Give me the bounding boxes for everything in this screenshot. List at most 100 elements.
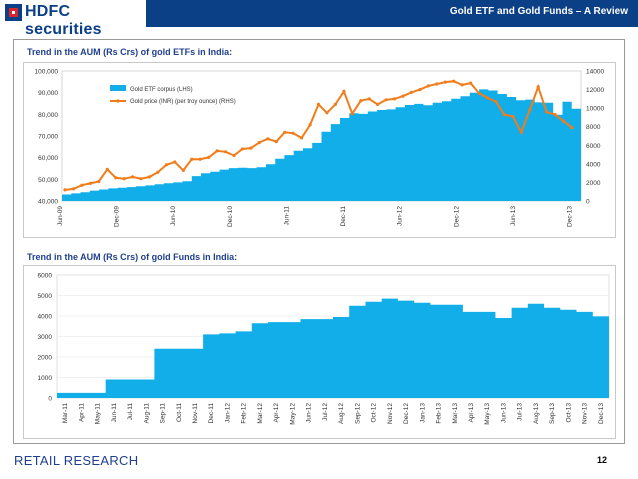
y-right-tick-label: 8000 — [586, 124, 601, 131]
x-tick-label: Jul-12 — [322, 403, 329, 421]
gold-price-point — [443, 80, 447, 84]
gold-price-point — [283, 130, 287, 134]
x-tick-label: Jun-12 — [397, 206, 404, 226]
y-right-tick-label: 0 — [586, 199, 590, 206]
x-tick-label: Mar-13 — [452, 403, 459, 424]
x-tick-label: Mar-12 — [257, 403, 264, 424]
gold-price-point — [164, 163, 168, 167]
hdfc-square-icon — [5, 4, 22, 21]
gold-price-point — [342, 89, 346, 93]
gold-price-point — [528, 108, 532, 112]
y-left-tick-label: 40,000 — [38, 199, 58, 206]
x-tick-label: Aug-11 — [143, 403, 150, 424]
x-tick-label: Jun-12 — [306, 403, 313, 423]
gold-price-point — [139, 177, 143, 181]
funds-aum-chart: 0 1000 2000 3000 4000 5000 6000 Mar-11 Apr-11 May… — [38, 273, 610, 425]
legend-swatch-corpus — [110, 85, 126, 91]
x-tick-label: Sep-11 — [160, 403, 167, 424]
gold-price-point — [359, 99, 363, 103]
x-tick-label: Oct-13 — [565, 403, 572, 423]
x-tick-label: Jan-12 — [224, 403, 231, 423]
y-right-tick-label: 10000 — [586, 106, 604, 113]
y-right-tick-label: 2000 — [586, 180, 601, 187]
gold-price-point — [190, 157, 194, 161]
gold-price-point — [249, 146, 253, 150]
gold-price-point — [570, 126, 574, 130]
y-left-tick-label: 50,000 — [38, 177, 58, 184]
x-tick-label: Jun-10 — [170, 206, 177, 226]
gold-price-point — [105, 167, 109, 171]
x-tick-label: Jan-13 — [419, 403, 426, 423]
y-tick-label: 6000 — [38, 273, 53, 280]
gold-price-point — [367, 97, 371, 101]
y-tick-label: 1000 — [38, 375, 53, 382]
x-tick-label: Jul-11 — [127, 403, 134, 421]
gold-price-point — [198, 157, 202, 161]
gold-price-point — [97, 179, 101, 184]
gold-price-point — [350, 112, 354, 116]
gold-price-point — [274, 140, 278, 144]
y-left-tick-label: 100,000 — [35, 69, 59, 76]
gold-price-point — [63, 188, 67, 192]
gold-price-point — [80, 183, 84, 187]
y-tick-label: 3000 — [38, 334, 53, 341]
gold-price-point — [553, 113, 557, 117]
gold-price-point — [393, 97, 397, 101]
y-left-tick-label: 70,000 — [38, 134, 58, 141]
legend-label-price: Gold price (INR) (per troy ounce) (RHS) — [130, 99, 236, 105]
etf-aum-chart: 40,000 50,000 60,000 70,000 80,000 90,000 100,… — [35, 69, 605, 227]
x-tick-label: Dec-13 — [598, 403, 605, 424]
gold-price-point — [224, 150, 228, 154]
gold-price-point — [460, 83, 464, 87]
x-tick-label: Dec-11 — [208, 403, 215, 424]
gold-price-point — [300, 136, 304, 140]
page-number: 12 — [597, 455, 608, 465]
x-tick-label: Apr-11 — [78, 403, 85, 422]
funds-aum-area — [57, 298, 609, 398]
funds-chart-title: Trend in the AUM (Rs Crs) of gold Funds … — [27, 252, 238, 262]
x-tick-label: Jun-11 — [111, 403, 118, 423]
x-tick-label: Apr-12 — [273, 403, 280, 423]
x-tick-label: Oct-12 — [371, 403, 378, 423]
x-tick-label: Dec-11 — [340, 206, 347, 227]
x-tick-label: Feb-12 — [241, 403, 248, 424]
gold-price-point — [426, 84, 430, 88]
x-tick-label: Mar-11 — [62, 403, 69, 423]
gold-price-point — [122, 177, 126, 181]
x-tick-label: Nov-13 — [582, 403, 589, 424]
x-tick-label: Nov-12 — [387, 403, 394, 424]
gold-price-point — [494, 100, 498, 104]
gold-price-point — [409, 90, 413, 94]
gold-price-point — [376, 102, 380, 106]
y-right-tick-label: 14000 — [586, 69, 604, 76]
x-tick-label: Dec-13 — [567, 206, 574, 227]
etf-legend: Gold ETF corpus (LHS) Gold price (INR) (p… — [110, 85, 236, 105]
gold-price-point — [485, 96, 490, 100]
etf-chart-panel: 40,000 50,000 60,000 70,000 80,000 90,000 100,… — [23, 62, 616, 238]
brand-name: HDFC securities — [25, 3, 102, 38]
funds-chart-panel: 0 1000 2000 3000 4000 5000 6000 Mar-11 Apr-11 May… — [23, 265, 616, 439]
gold-price-point — [131, 175, 135, 179]
gold-price-point — [240, 147, 244, 151]
etf-chart-title: Trend in the AUM (Rs Crs) of gold ETFs i… — [27, 47, 233, 57]
x-tick-label: Sep-13 — [549, 403, 556, 424]
top-bar: HDFC securities Gold ETF and Gold Funds … — [0, 0, 638, 38]
x-tick-label: Jun-11 — [283, 206, 290, 226]
gold-price-point — [401, 94, 405, 98]
etf-corpus-area — [62, 89, 581, 201]
y-tick-label: 5000 — [38, 293, 53, 300]
gold-price-point — [477, 91, 481, 95]
gold-price-point — [266, 137, 270, 141]
x-tick-label: Oct-11 — [176, 403, 183, 422]
y-left-tick-label: 80,000 — [38, 112, 58, 119]
gold-price-point — [536, 85, 540, 89]
legend-label-corpus: Gold ETF corpus (LHS) — [130, 87, 193, 93]
x-tick-label: Dec-10 — [227, 206, 234, 227]
y-right-tick-label: 12000 — [586, 87, 604, 94]
gold-price-point — [88, 181, 92, 185]
gold-price-point — [325, 111, 329, 115]
gold-price-point — [156, 170, 160, 174]
footer-label: RETAIL RESEARCH — [14, 453, 139, 468]
gold-price-point — [418, 88, 422, 92]
gold-price-point — [215, 149, 219, 153]
